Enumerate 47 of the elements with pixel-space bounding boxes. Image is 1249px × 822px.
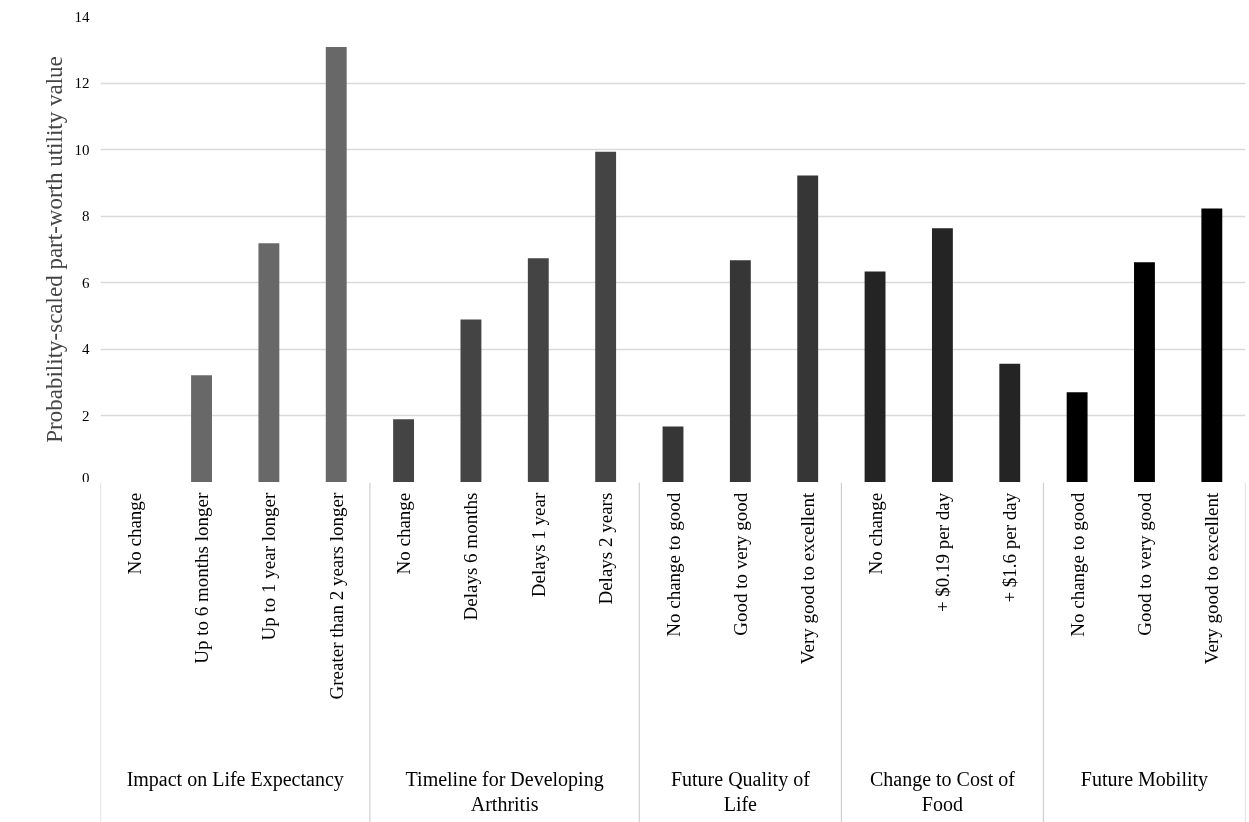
y-tick-label: 14 — [74, 8, 90, 25]
text: Impact on Life Expectancy — [126, 768, 344, 792]
bar — [595, 151, 617, 482]
y-axis-title: Probability-scaled part-worth utility value — [41, 56, 67, 443]
y-tick-label: 2 — [82, 407, 90, 424]
bar — [931, 228, 953, 482]
x-tick-label: Delays 1 year — [527, 492, 549, 598]
x-tick-label: + $0.19 per day — [931, 492, 953, 613]
x-tick-label: Very good to excellent — [797, 491, 819, 665]
bar — [258, 243, 280, 482]
bar — [1201, 208, 1223, 482]
bar — [662, 426, 684, 482]
y-tick-label: 8 — [82, 208, 90, 225]
text: Future Quality of Life — [670, 768, 811, 816]
bar — [864, 271, 886, 482]
y-tick-label: 10 — [74, 141, 90, 158]
x-tick-label: Good to very good — [729, 492, 751, 636]
x-tick-label: Up to 6 months longer — [191, 492, 213, 664]
bar — [1066, 392, 1088, 482]
bar — [191, 375, 212, 482]
bar — [1134, 262, 1155, 482]
bar — [325, 47, 347, 482]
x-tick-label: No change to good — [662, 492, 684, 637]
y-tick-label: 4 — [82, 341, 90, 358]
text: Future Mobility — [1080, 768, 1209, 792]
y-tick-label: 12 — [74, 75, 90, 92]
bar — [527, 258, 549, 482]
x-tick-label: No change — [393, 492, 415, 575]
bar — [460, 319, 482, 482]
x-tick-label: Up to 1 year longer — [258, 492, 280, 641]
x-tick-label: Very good to excellent — [1201, 491, 1223, 665]
text: Change to Cost of Food — [869, 768, 1016, 816]
bar — [393, 419, 415, 482]
bar — [999, 363, 1021, 482]
x-tick-label: Greater than 2 years longer — [325, 492, 347, 700]
x-tick-label: No change — [123, 492, 145, 575]
x-tick-label: Delays 6 months — [460, 492, 482, 621]
text: Timeline for Developing Arthritis — [405, 768, 604, 816]
x-tick-label: No change — [864, 492, 886, 575]
bar — [797, 175, 819, 482]
y-tick-label: 0 — [82, 469, 90, 486]
y-tick-label: 6 — [82, 274, 90, 291]
bar — [729, 260, 751, 482]
x-tick-label: Delays 2 years — [595, 492, 617, 605]
x-tick-label: + $1.6 per day — [999, 492, 1021, 603]
x-tick-label: Good to very good — [1133, 492, 1155, 636]
x-tick-label: No change to good — [1066, 492, 1088, 637]
